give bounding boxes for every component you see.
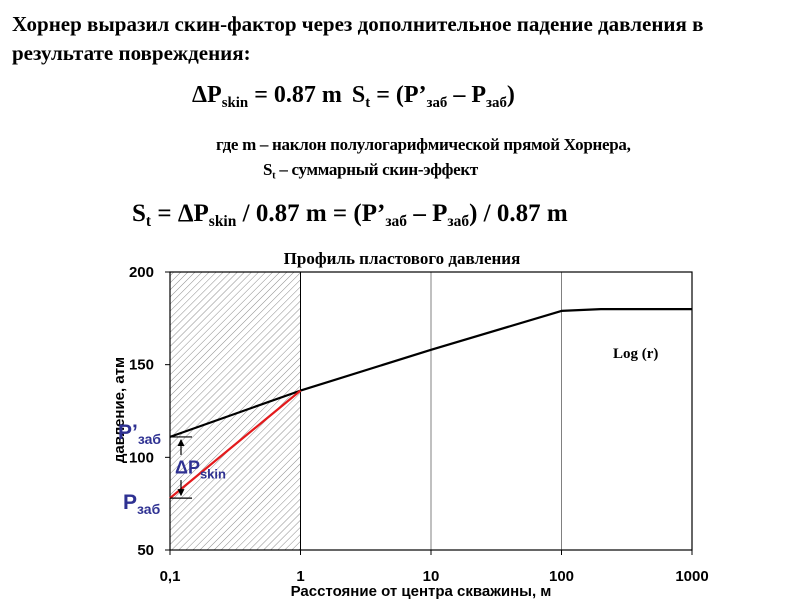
y-tick-label: 100: [129, 449, 154, 466]
p-label: Pзаб: [123, 491, 161, 517]
intro-text: Хорнер выразил скин-фактор через дополни…: [12, 12, 704, 65]
pressure-line-black: [169, 308, 692, 438]
equation-skin-pressure: ΔPskin = 0.87 m St = (P’заб – Pзаб): [192, 82, 515, 111]
chart-title: Профиль пластового давления: [284, 249, 521, 268]
x-axis-label: Расстояние от центра скважины, м: [291, 583, 552, 600]
y-tick-label: 50: [137, 542, 154, 559]
definitions-block: где m – наклон полулогарифмической прямо…: [216, 132, 800, 182]
y-axis-label: давление, атм: [111, 357, 128, 463]
delta-p-skin-label: ΔPskin: [175, 458, 226, 482]
p-prime-label: P’заб: [118, 421, 161, 447]
delta-arrowhead-up: [177, 438, 185, 446]
x-tick-label: 100: [549, 568, 574, 585]
x-tick-label: 1: [296, 568, 304, 585]
definition-st: St – суммарный скин-эффект: [263, 160, 478, 182]
y-tick-label: 150: [129, 357, 154, 374]
x-tick-label: 1000: [675, 568, 708, 585]
definition-m: где m – наклон полулогарифмической прямо…: [216, 135, 631, 154]
y-tick-label: 200: [129, 264, 154, 281]
x-tick-label: 10: [423, 568, 440, 585]
equation-total-skin: St = ΔPskin / 0.87 m = (P’заб – Pзаб) / …: [132, 200, 568, 230]
x-tick-label: 0,1: [160, 568, 181, 585]
log-r-annotation: Log (r): [613, 346, 658, 362]
pressure-line-red: [169, 389, 302, 499]
delta-arrowhead-down: [177, 489, 185, 497]
damaged-zone-hatch: [170, 272, 301, 550]
